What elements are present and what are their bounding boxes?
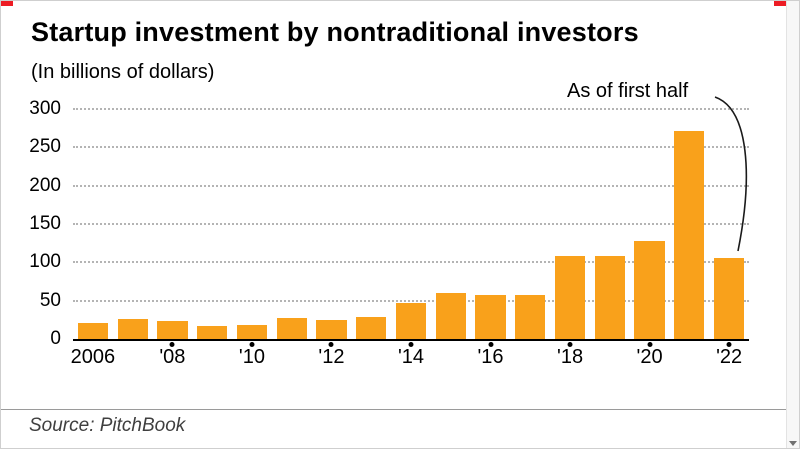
bar-slot-2011 — [272, 109, 312, 339]
bar-2017 — [515, 295, 546, 339]
y-axis-labels: 0 50 100 150 200 250 300 — [15, 98, 65, 349]
bar-slot-2012 — [312, 109, 352, 339]
source-credit: Source: PitchBook — [29, 415, 186, 436]
x-tick-label: '10 — [238, 346, 265, 368]
plot-area — [73, 108, 749, 341]
y-tick-label: 250 — [29, 136, 61, 158]
x-tick-label: '22 — [716, 346, 743, 368]
y-tick-label: 100 — [29, 251, 61, 273]
gridline — [73, 261, 749, 264]
red-corner-mark-right — [774, 1, 786, 6]
bar-slot-2013 — [351, 109, 391, 339]
x-tick-label: '20 — [636, 346, 663, 368]
bar-2012 — [316, 319, 347, 339]
x-tick-label: '16 — [477, 346, 504, 368]
bar-2015 — [435, 293, 466, 339]
x-tick-label: '12 — [318, 346, 345, 368]
x-axis: 2006 '08 '10 '12 '14 '16 '18 '20 '22 — [70, 341, 749, 375]
bar-2014 — [395, 302, 427, 339]
bar-2008 — [157, 320, 188, 339]
bar-2010 — [236, 325, 268, 339]
gridline — [73, 146, 749, 149]
y-tick-label: 0 — [50, 328, 61, 349]
bar-slot-2016 — [471, 109, 511, 339]
bar-2020 — [634, 240, 665, 339]
bar-2016 — [475, 295, 506, 339]
bar-2009 — [197, 325, 228, 339]
bar-2019 — [594, 256, 625, 339]
bar-2013 — [356, 316, 387, 339]
x-tick-dot — [488, 342, 494, 347]
scrollbar-down-arrow-icon[interactable] — [789, 441, 797, 446]
bar-slot-2007 — [113, 109, 153, 339]
gridline — [73, 299, 749, 302]
chart-subtitle: (In billions of dollars) — [31, 61, 215, 83]
x-tick-label: 2006 — [70, 346, 116, 368]
y-tick-label: 200 — [29, 174, 61, 196]
bar-slot-2018 — [550, 109, 590, 339]
x-tick-label: '14 — [397, 346, 425, 368]
gridline — [73, 108, 749, 110]
bar-slot-2020 — [630, 109, 670, 339]
red-corner-mark-left — [1, 1, 13, 6]
gridline — [73, 184, 749, 187]
bar-2006 — [77, 322, 108, 339]
bars-container — [73, 109, 749, 339]
bar-slot-2008 — [153, 109, 193, 339]
chart-title: Startup investment by nontraditional inv… — [31, 17, 639, 47]
bar-slot-2015 — [431, 109, 471, 339]
x-tick-label: '08 — [159, 346, 186, 368]
source-divider — [1, 409, 787, 410]
y-tick-label: 300 — [29, 98, 61, 119]
bar-2011 — [276, 318, 307, 339]
bar-slot-2022 — [709, 109, 749, 339]
y-tick-label: 150 — [29, 213, 61, 234]
y-tick-label: 50 — [39, 289, 61, 311]
bar-slot-2009 — [192, 109, 232, 339]
bar-slot-2014 — [391, 109, 431, 339]
bar-slot-2019 — [590, 109, 630, 339]
bar-2022 — [714, 257, 745, 339]
x-tick-dot — [328, 342, 334, 347]
bar-slot-2017 — [510, 109, 550, 339]
x-tick-dot — [647, 342, 653, 347]
bar-slot-2006 — [73, 109, 113, 339]
bar-2021 — [674, 131, 705, 339]
bar-slot-2021 — [669, 109, 709, 339]
x-tick-dot — [169, 342, 175, 347]
bar-2018 — [554, 256, 586, 339]
x-tick-dot — [249, 342, 255, 347]
x-tick-dot — [408, 342, 414, 347]
bar-2007 — [117, 319, 148, 339]
x-tick-label: '18 — [557, 346, 584, 368]
x-tick-dot — [567, 342, 573, 347]
annotation-as-of-first-half: As of first half — [567, 80, 689, 102]
bar-slot-2010 — [232, 109, 272, 339]
scrollbar[interactable] — [786, 1, 799, 448]
gridline — [73, 223, 749, 225]
x-tick-dot — [726, 342, 732, 347]
